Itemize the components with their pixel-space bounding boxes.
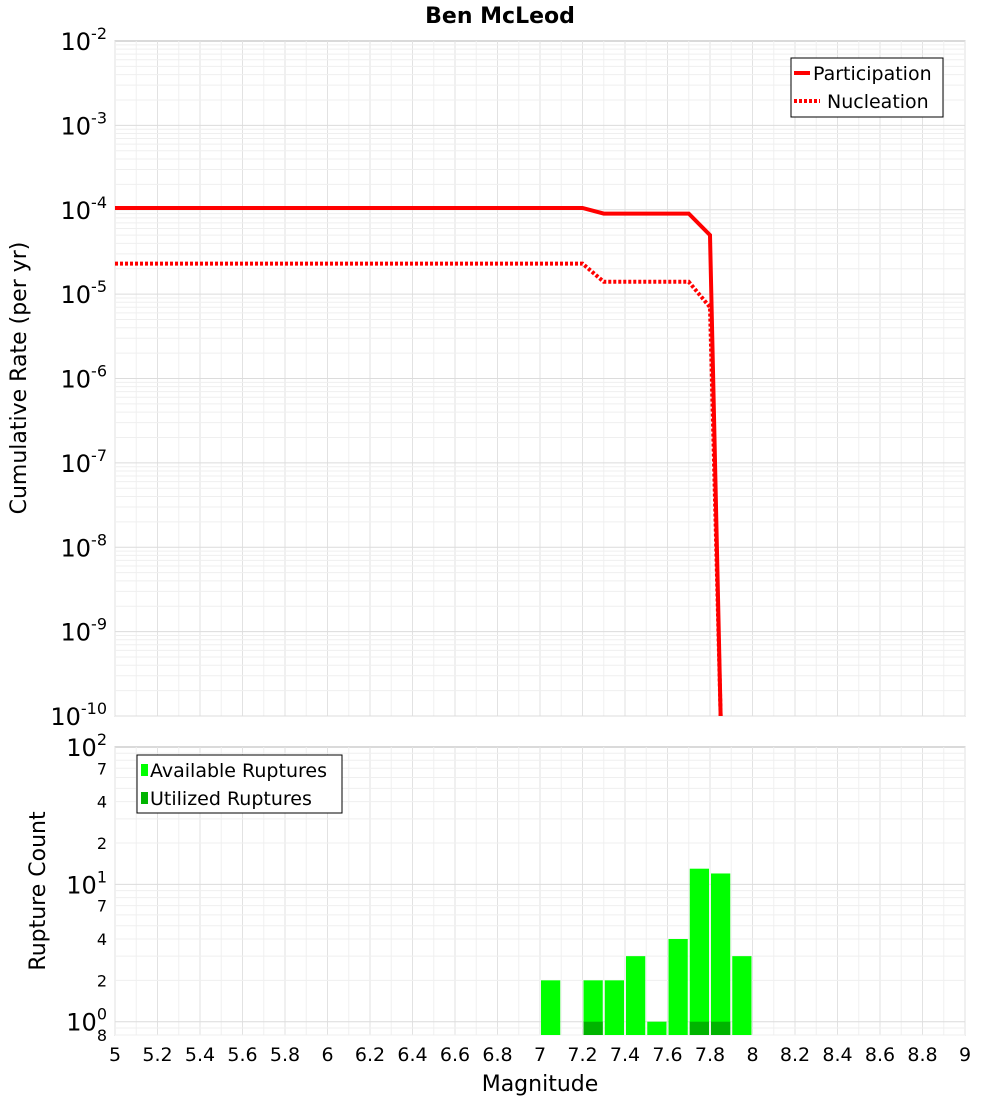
rate-y-tick-labels: 10-2 10-3 10-4 10-5 10-6 10-7 10-8 10-9 10-10 — [50, 24, 107, 731]
count-y-tick-label: 8 — [97, 1026, 107, 1045]
magnitude-tick-label: 7.2 — [567, 1044, 597, 1066]
nucleation-legend-label: Nucleation — [827, 91, 929, 113]
rate-y-tick-label: 10-9 — [61, 615, 108, 647]
magnitude-tick-label: 6.6 — [440, 1044, 470, 1066]
count-legend-box — [136, 754, 343, 814]
rate-series — [115, 205, 723, 717]
available-legend-label: Available Ruptures — [150, 760, 327, 782]
magnitude-tick-label: 7.4 — [610, 1044, 640, 1066]
magnitude-tick-label: 6 — [321, 1044, 333, 1066]
available-ruptures-bar — [604, 980, 624, 1035]
rate-y-axis-label: Cumulative Rate (per yr) — [7, 242, 32, 515]
count-y-tick-label: 7 — [97, 759, 107, 778]
magnitude-tick-label: 8.6 — [865, 1044, 895, 1066]
utilized-ruptures-bar — [583, 1021, 603, 1035]
rate-y-tick-label: 10-6 — [61, 362, 108, 394]
rate-panel: 10-2 10-3 10-4 10-5 10-6 10-7 10-8 10-9 10-10 Cu… — [7, 24, 966, 731]
rate-legend: Participation Nucleation — [790, 57, 944, 118]
available-ruptures-bar — [583, 980, 603, 1035]
count-bars — [541, 868, 752, 1035]
utilized-legend-swatch — [141, 792, 148, 804]
available-legend-swatch — [141, 764, 148, 776]
magnitude-tick-label: 5 — [109, 1044, 121, 1066]
rate-y-tick-label: 10-3 — [61, 108, 108, 140]
available-ruptures-bar — [626, 956, 646, 1035]
count-y-tick-label: 100 — [66, 1005, 107, 1037]
magnitude-tick-labels: 5 5.2 5.4 5.6 5.8 6 6.2 6.4 6.6 6.8 7 7.2 7.4 7.6 7.8 8… — [109, 1044, 971, 1066]
magnitude-tick-label: 9 — [959, 1044, 971, 1066]
nucleation-line — [115, 261, 723, 717]
count-y-tick-label: 4 — [97, 793, 107, 812]
count-legend: Available Ruptures Utilized Ruptures — [136, 754, 343, 814]
count-y-tick-label: 4 — [97, 930, 107, 949]
magnitude-tick-label: 5.6 — [227, 1044, 257, 1066]
rate-y-tick-label: 10-4 — [61, 193, 108, 225]
available-ruptures-bar — [541, 980, 561, 1035]
count-y-tick-label: 102 — [66, 730, 107, 762]
rate-y-tick-label: 10-8 — [61, 530, 108, 562]
participation-legend-label: Participation — [813, 63, 932, 85]
magnitude-tick-label: 5.2 — [142, 1044, 172, 1066]
magnitude-tick-label: 7 — [534, 1044, 546, 1066]
utilized-ruptures-bar — [711, 1021, 731, 1035]
magnitude-axis-label: Magnitude — [482, 1072, 599, 1097]
count-y-tick-label: 7 — [97, 897, 107, 916]
available-ruptures-bar — [647, 1021, 667, 1035]
count-y-axis-label: Rupture Count — [26, 811, 51, 971]
available-ruptures-bar — [732, 956, 752, 1035]
magnitude-tick-label: 8.2 — [780, 1044, 810, 1066]
rate-legend-box — [790, 57, 944, 118]
count-y-tick-label: 2 — [97, 834, 107, 853]
count-y-tick-label: 2 — [97, 971, 107, 990]
rate-y-tick-label: 10-7 — [61, 446, 108, 478]
magnitude-tick-label: 7.8 — [695, 1044, 725, 1066]
rate-y-tick-label: 10-5 — [61, 277, 108, 309]
utilized-ruptures-bar — [689, 1021, 709, 1035]
count-y-tick-label: 101 — [66, 867, 107, 899]
rate-y-tick-label: 10-2 — [61, 24, 108, 56]
magnitude-tick-label: 6.2 — [355, 1044, 385, 1066]
magnitude-tick-label: 6.4 — [397, 1044, 427, 1066]
rate-y-tick-label: 10-10 — [50, 699, 107, 731]
available-ruptures-bar — [689, 868, 709, 1035]
magnitude-tick-label: 8 — [746, 1044, 758, 1066]
magnitude-tick-label: 6.8 — [482, 1044, 512, 1066]
rate-grid — [114, 41, 966, 717]
magnitude-tick-label: 7.6 — [652, 1044, 682, 1066]
magnitude-tick-label: 8.8 — [907, 1044, 937, 1066]
chart-title: Ben McLeod — [425, 4, 575, 29]
magnitude-tick-label: 5.8 — [270, 1044, 300, 1066]
magnitude-tick-label: 8.4 — [822, 1044, 852, 1066]
available-ruptures-bar — [668, 939, 688, 1035]
utilized-legend-label: Utilized Ruptures — [150, 788, 312, 810]
available-ruptures-bar — [711, 873, 731, 1035]
magnitude-tick-label: 5.4 — [185, 1044, 215, 1066]
